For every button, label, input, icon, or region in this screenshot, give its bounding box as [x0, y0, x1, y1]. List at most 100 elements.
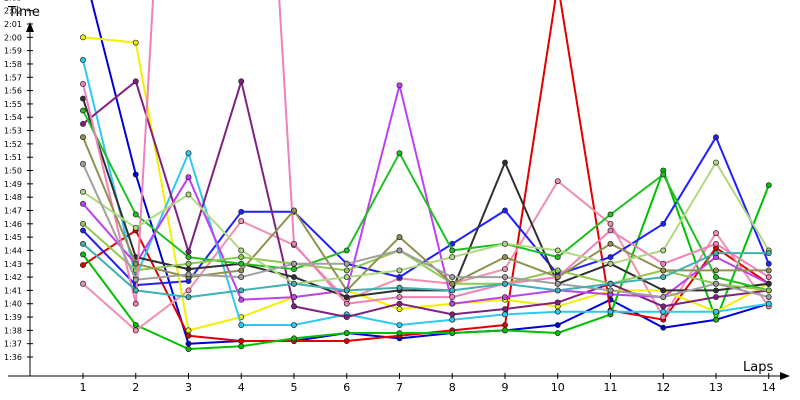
y-tick-label: 1:47 — [4, 206, 22, 215]
data-point — [80, 227, 86, 234]
data-point — [449, 294, 456, 301]
y-tick-label: 1:51 — [4, 153, 22, 162]
data-point — [80, 160, 86, 167]
x-tick-label: 9 — [502, 381, 509, 394]
series-line — [82, 110, 770, 292]
data-point — [660, 220, 667, 227]
data-point — [554, 274, 561, 281]
y-tick-label: 1:56 — [4, 87, 22, 96]
data-point — [554, 299, 561, 306]
y-tick-label: 2:00 — [4, 33, 22, 42]
data-point — [132, 327, 139, 334]
data-point — [238, 247, 245, 254]
data-point — [132, 211, 139, 218]
data-point — [502, 327, 508, 334]
data-point — [80, 188, 86, 195]
x-tick-label: 1 — [80, 381, 87, 394]
series-line — [82, 0, 770, 305]
data-point — [291, 303, 297, 310]
data-point — [607, 254, 614, 261]
y-axis-title: Time — [7, 5, 40, 20]
data-point — [80, 95, 86, 102]
data-point — [132, 260, 139, 267]
series-3 — [80, 167, 772, 352]
data-point — [713, 294, 719, 301]
y-tick-label: 1:59 — [4, 47, 22, 56]
data-point — [713, 267, 719, 274]
data-point — [185, 271, 192, 278]
series-16 — [80, 160, 772, 301]
data-point — [238, 218, 245, 225]
data-point — [554, 322, 561, 328]
data-point — [396, 300, 403, 307]
y-tick-label: 2:03 — [4, 0, 22, 2]
data-point — [554, 267, 561, 274]
x-tick-label: 5 — [291, 381, 298, 394]
data-point — [713, 274, 719, 281]
data-point — [80, 134, 86, 141]
data-point — [343, 314, 350, 320]
data-point — [132, 287, 139, 294]
series-line — [82, 98, 769, 299]
series-line — [82, 80, 769, 318]
y-tick-label: 1:41 — [4, 286, 22, 295]
data-point — [396, 267, 403, 274]
data-point — [80, 120, 86, 127]
series-line — [82, 59, 769, 326]
data-point — [80, 280, 86, 287]
series-line — [82, 163, 770, 299]
x-tick-label: 11 — [604, 381, 618, 394]
data-point — [343, 260, 350, 267]
series-17 — [80, 240, 772, 301]
data-point — [765, 260, 772, 267]
data-point — [238, 208, 245, 215]
y-axis-arrow — [26, 22, 34, 32]
data-point — [502, 240, 508, 247]
data-point — [132, 39, 139, 46]
data-point — [343, 267, 350, 274]
data-point — [660, 308, 667, 315]
tick-labels: 1:36 1:37 1:38 1:39 1:40 1:41 1:42 1:43 1:44 1:45… — [4, 0, 776, 394]
data-point — [607, 227, 614, 234]
x-axis-title: Laps — [743, 360, 773, 375]
data-point — [238, 343, 245, 350]
data-point — [185, 294, 192, 301]
data-point — [554, 254, 561, 261]
series-line — [82, 36, 770, 332]
y-tick-label: 1:45 — [4, 233, 22, 242]
y-tick-label: 1:40 — [4, 300, 22, 309]
data-point — [185, 174, 192, 181]
data-point — [396, 322, 403, 328]
data-point — [713, 280, 719, 287]
data-point — [554, 178, 561, 185]
series-line — [82, 169, 770, 350]
data-point — [713, 308, 719, 315]
data-point — [185, 332, 192, 339]
data-point — [449, 287, 456, 294]
data-point — [449, 280, 456, 287]
data-point — [238, 322, 245, 328]
data-point — [80, 240, 86, 247]
data-point — [502, 274, 508, 281]
data-point — [396, 306, 403, 312]
data-point — [291, 207, 297, 214]
data-point — [502, 207, 508, 214]
data-point — [238, 296, 245, 303]
x-tick-label: 14 — [762, 381, 776, 394]
data-point — [132, 300, 139, 307]
data-point — [80, 80, 86, 87]
y-tick-label: 1:53 — [4, 127, 22, 136]
data-point — [238, 78, 245, 85]
data-point — [396, 330, 403, 336]
data-point — [132, 224, 139, 231]
data-point — [660, 314, 667, 320]
y-tick-label: 1:57 — [4, 73, 22, 82]
data-point — [502, 294, 508, 301]
data-point — [291, 266, 297, 273]
data-point — [554, 280, 561, 287]
data-point — [765, 267, 772, 274]
data-point — [185, 287, 192, 294]
data-point — [238, 287, 245, 294]
data-point — [238, 267, 245, 274]
